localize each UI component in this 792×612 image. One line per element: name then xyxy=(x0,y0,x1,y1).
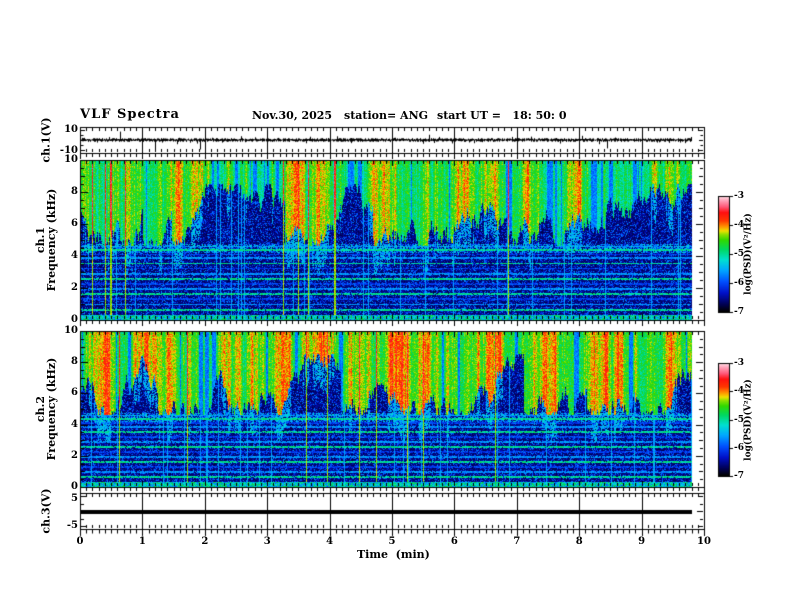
ch1-spec-ytick: 4 xyxy=(71,250,78,261)
ch1-frequency-axis-label: ch.1 Frequency (kHz) xyxy=(34,188,58,292)
ch2-spec-ytick: 10 xyxy=(64,325,78,336)
ch1-spec-ytick: 6 xyxy=(71,218,78,229)
colorbar1-tick-label: -4 xyxy=(734,220,744,230)
ch1-spec-ytick: 8 xyxy=(71,186,78,197)
ch1-spec-axis-label: Frequency (kHz) xyxy=(45,188,58,292)
ch1-spec-ytick: 2 xyxy=(71,282,78,293)
colorbar1-tick-label: -7 xyxy=(734,307,744,317)
x-tick-label: 3 xyxy=(263,536,271,547)
header-start-ut: start UT = 18: 50: 0 xyxy=(437,109,567,122)
colorbar1-tick-label: -3 xyxy=(734,191,744,201)
figure-title: VLF Spectra xyxy=(80,107,180,122)
ch3-wave-ytick: -5 xyxy=(66,520,78,531)
ch2-spec-ytick: 4 xyxy=(71,418,78,430)
x-tick-label: 6 xyxy=(450,536,458,547)
x-tick-label: 7 xyxy=(513,536,521,547)
ch2-spec-ytick: 2 xyxy=(71,449,78,461)
ch2-spec-ytick: 8 xyxy=(71,356,78,368)
ch1-wave-ytick: -10 xyxy=(59,145,78,156)
x-tick-label: 4 xyxy=(326,536,334,547)
colorbar2-tick-label: -6 xyxy=(734,442,744,453)
ch3-wave-ytick: 5 xyxy=(71,493,78,504)
colorbar1-tick-label: -5 xyxy=(734,249,744,259)
colorbar2-tick-label: -3 xyxy=(734,358,744,368)
header-date: Nov.30, 2025 xyxy=(252,109,333,122)
x-tick-label: 1 xyxy=(138,536,146,547)
ch1-spec-ytick: 10 xyxy=(64,154,78,165)
x-axis-title: Time (min) xyxy=(357,548,430,561)
ch2-spec-axis-label: Frequency (kHz) xyxy=(45,357,58,461)
ch1-wave-ytick: 10 xyxy=(64,124,78,135)
colorbar1-label: log(PSD)(V²/Hz) xyxy=(743,213,754,295)
x-tick-label: 10 xyxy=(697,536,711,547)
x-tick-label: 9 xyxy=(638,536,646,547)
x-tick-label: 8 xyxy=(575,536,583,547)
header-station: station= ANG xyxy=(344,109,429,122)
ch2-frequency-axis-label: ch.2 Frequency (kHz) xyxy=(34,357,58,461)
ch2-spec-ytick: 6 xyxy=(71,387,78,399)
colorbar2-tick-label: -4 xyxy=(734,386,744,397)
x-tick-label: 0 xyxy=(76,536,84,547)
x-tick-label: 5 xyxy=(388,536,396,547)
colorbar2-tick-label: -7 xyxy=(734,471,744,481)
colorbar2-label: log(PSD)(V²/Hz) xyxy=(743,379,754,461)
x-tick-label: 2 xyxy=(201,536,209,547)
ch1-spec-ytick: 0 xyxy=(71,314,78,325)
colorbar1-tick-label: -6 xyxy=(734,278,744,288)
colorbar2-tick-label: -5 xyxy=(734,414,744,425)
ch2-spec-ytick: 0 xyxy=(71,481,78,492)
